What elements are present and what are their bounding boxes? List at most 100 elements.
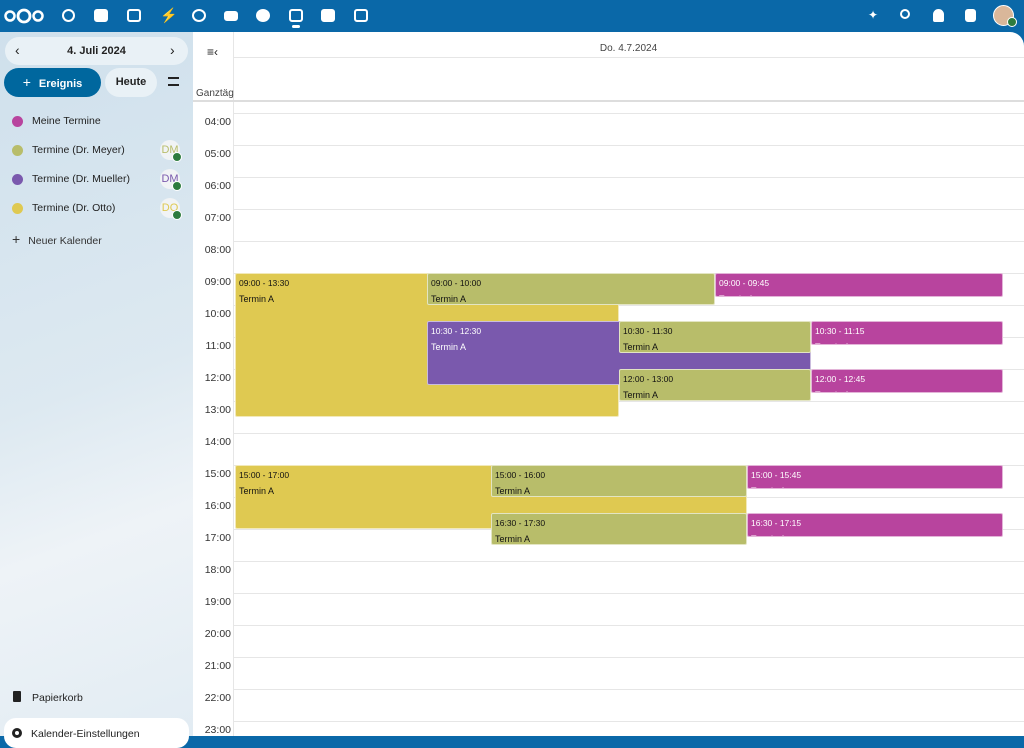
avatar-status: [172, 210, 182, 220]
calendar-name: Termine (Dr. Otto): [32, 202, 116, 214]
hour-line: [233, 209, 1024, 210]
calendar-name: Meine Termine: [32, 115, 101, 127]
event[interactable]: 10:30 - 11:15 Termin A: [811, 321, 1003, 345]
contacts-icon[interactable]: [256, 9, 270, 22]
calendar-dot: [12, 115, 23, 127]
status-dot: [1007, 17, 1017, 27]
today-button[interactable]: Heute: [105, 68, 157, 97]
assistant-icon[interactable]: ✦: [868, 8, 879, 22]
event-title: Termin A: [751, 534, 999, 536]
event[interactable]: 12:00 - 13:00 Termin A: [619, 369, 811, 401]
hour-line: [233, 721, 1024, 722]
talk-icon[interactable]: [192, 9, 206, 22]
event[interactable]: 15:00 - 15:45 Termin A: [747, 465, 1003, 489]
trash-icon: [13, 691, 21, 702]
avatar-status: [172, 181, 182, 191]
hour-label: 10:00: [204, 308, 231, 320]
event[interactable]: 09:00 - 10:00 Termin A: [427, 273, 715, 305]
dashboard-icon[interactable]: [62, 9, 75, 22]
hour-label: 12:00: [204, 372, 231, 384]
hour-line: [233, 433, 1024, 434]
event[interactable]: 09:00 - 09:45 Termin A: [715, 273, 1003, 297]
event-title: Termin A: [239, 294, 275, 304]
calendar-dot: [12, 144, 23, 156]
files-icon[interactable]: [94, 9, 108, 22]
event-time: 10:30 - 11:15: [815, 326, 865, 336]
trash[interactable]: Papierkorb: [32, 692, 83, 704]
mail-icon[interactable]: [224, 11, 238, 21]
hour-label: 14:00: [204, 436, 231, 448]
hour-label: 21:00: [204, 660, 231, 672]
hour-line: [233, 305, 1024, 306]
hour-label: 05:00: [204, 148, 231, 160]
photos-icon[interactable]: [127, 9, 141, 22]
hour-line: [233, 145, 1024, 146]
search-icon[interactable]: [900, 9, 910, 19]
calendar-item[interactable]: Termine (Dr. Meyer): [12, 140, 125, 160]
event-time: 16:30 - 17:15: [751, 518, 802, 528]
logo[interactable]: [4, 8, 44, 24]
event-title: Termin A: [815, 390, 999, 392]
event[interactable]: 16:30 - 17:15 Termin A: [747, 513, 1003, 537]
event-time: 15:00 - 15:45: [751, 470, 802, 480]
collapse-sidebar[interactable]: ≡‹: [207, 45, 218, 59]
top-bar: ⚡ ✦: [0, 0, 1024, 32]
all-day-label: Ganztäg: [196, 88, 234, 99]
calendar-dot: [12, 202, 23, 214]
tables-icon[interactable]: [354, 9, 368, 22]
event-time: 10:30 - 11:30: [623, 326, 673, 336]
event-time: 09:00 - 09:45: [719, 278, 770, 288]
event[interactable]: 10:30 - 11:30 Termin A: [619, 321, 811, 353]
header-line: [233, 57, 1024, 58]
hour-label: 19:00: [204, 596, 231, 608]
event-title: Termin A: [623, 390, 659, 400]
hour-label: 09:00: [204, 276, 231, 288]
new-event-button[interactable]: + Ereignis: [4, 68, 101, 97]
contacts-menu-icon[interactable]: [965, 9, 976, 22]
hour-label: 22:00: [204, 692, 231, 704]
event-title: Termin A: [623, 342, 659, 352]
hour-line: [233, 625, 1024, 626]
calendar-item[interactable]: Termine (Dr. Mueller): [12, 169, 130, 189]
view-menu[interactable]: [168, 77, 179, 86]
current-date[interactable]: 4. Juli 2024: [67, 45, 126, 57]
event-time: 12:00 - 12:45: [815, 374, 866, 384]
hour-label: 08:00: [204, 244, 231, 256]
day-header: Do. 4.7.2024: [599, 43, 658, 54]
hour-label: 06:00: [204, 180, 231, 192]
settings-button[interactable]: Kalender-Einstellungen: [4, 718, 189, 748]
calendar-dot: [12, 173, 23, 185]
avatar-status: [172, 152, 182, 162]
hour-line: [233, 593, 1024, 594]
event[interactable]: 16:30 - 17:30 Termin A: [491, 513, 747, 545]
settings-icon: [12, 728, 22, 738]
notifications-icon[interactable]: [933, 9, 944, 22]
new-calendar-label: Neuer Kalender: [28, 235, 102, 247]
calendar-view: ≡‹ Do. 4.7.2024 Ganztäg 04:00 05:00 06:00 0…: [193, 32, 1024, 736]
event[interactable]: 12:00 - 12:45 Termin A: [811, 369, 1003, 393]
event-time: 09:00 - 13:30: [239, 278, 290, 288]
hour-line: [233, 177, 1024, 178]
prev-day[interactable]: ‹: [15, 42, 20, 58]
hour-line: [233, 241, 1024, 242]
hour-line: [233, 113, 1024, 114]
event-time: 16:30 - 17:30: [495, 518, 546, 528]
calendar-item[interactable]: Meine Termine: [12, 111, 101, 131]
hour-line: [233, 689, 1024, 690]
hour-label: 15:00: [204, 468, 231, 480]
activity-icon[interactable]: ⚡: [160, 7, 178, 23]
calendar-item[interactable]: Termine (Dr. Otto): [12, 198, 115, 218]
date-picker: ‹ 4. Juli 2024 ›: [5, 37, 188, 65]
hour-line: [233, 561, 1024, 562]
event-title: Termin A: [239, 486, 275, 496]
hour-label: 07:00: [204, 212, 231, 224]
deck-icon[interactable]: [321, 9, 335, 22]
next-day[interactable]: ›: [170, 42, 175, 58]
column-divider: [233, 32, 234, 736]
event-title: Termin A: [815, 342, 999, 344]
hour-label: 18:00: [204, 564, 231, 576]
new-calendar[interactable]: + Neuer Kalender: [12, 231, 102, 247]
event[interactable]: 15:00 - 16:00 Termin A: [491, 465, 747, 497]
calendar-icon[interactable]: [289, 9, 303, 22]
